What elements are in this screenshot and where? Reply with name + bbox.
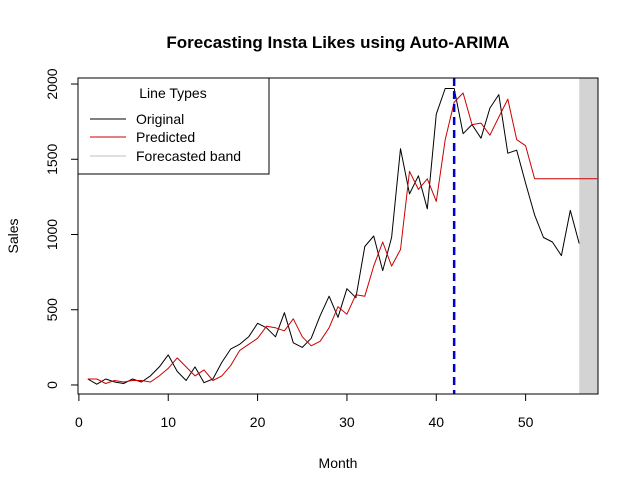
x-tick-label: 30 [339,414,355,430]
y-tick-label: 0 [44,381,60,389]
x-axis-label: Month [319,455,358,471]
legend-entry-predicted: Predicted [136,129,195,145]
legend-title: Line Types [139,85,206,101]
chart-title: Forecasting Insta Likes using Auto-ARIMA [166,33,509,52]
x-axis: 0 10 20 30 40 50 [75,393,534,430]
y-tick-label: 2000 [44,68,60,99]
series-line-predicted [87,92,598,384]
x-tick-label: 20 [250,414,266,430]
legend-entry-forecasted-band: Forecasted band [136,148,241,164]
x-tick-label: 50 [518,414,534,430]
x-tick-label: 40 [428,414,444,430]
series-layer [87,88,598,385]
x-tick-label: 0 [75,414,83,430]
forecast-band-layer [579,78,598,394]
y-tick-label: 1000 [44,219,60,250]
legend-entry-original: Original [136,111,184,127]
y-tick-label: 1500 [44,144,60,175]
legend: Line Types Original Predicted Forecasted… [77,77,270,175]
legend-box [77,77,270,175]
y-axis-label: Sales [5,218,21,253]
series-line-original [87,88,580,385]
forecast-band [579,78,598,394]
y-tick-label: 500 [44,298,60,322]
x-tick-label: 10 [160,414,176,430]
y-axis: 0 500 1000 1500 2000 [44,68,79,389]
